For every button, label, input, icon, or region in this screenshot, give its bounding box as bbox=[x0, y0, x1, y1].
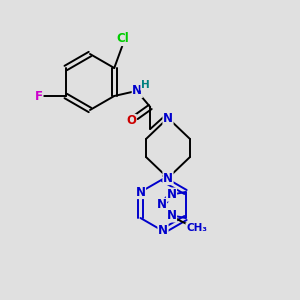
Text: N: N bbox=[158, 224, 168, 238]
Text: N: N bbox=[132, 85, 142, 98]
Text: N: N bbox=[136, 185, 146, 199]
Text: H: H bbox=[141, 80, 150, 90]
Text: N: N bbox=[167, 188, 176, 201]
Text: Cl: Cl bbox=[117, 32, 130, 46]
Text: O: O bbox=[126, 115, 136, 128]
Text: F: F bbox=[35, 89, 43, 103]
Text: N: N bbox=[163, 112, 173, 124]
Text: N: N bbox=[163, 172, 173, 184]
Text: N: N bbox=[157, 199, 166, 212]
Text: N: N bbox=[167, 209, 176, 222]
Text: CH₃: CH₃ bbox=[186, 224, 207, 233]
